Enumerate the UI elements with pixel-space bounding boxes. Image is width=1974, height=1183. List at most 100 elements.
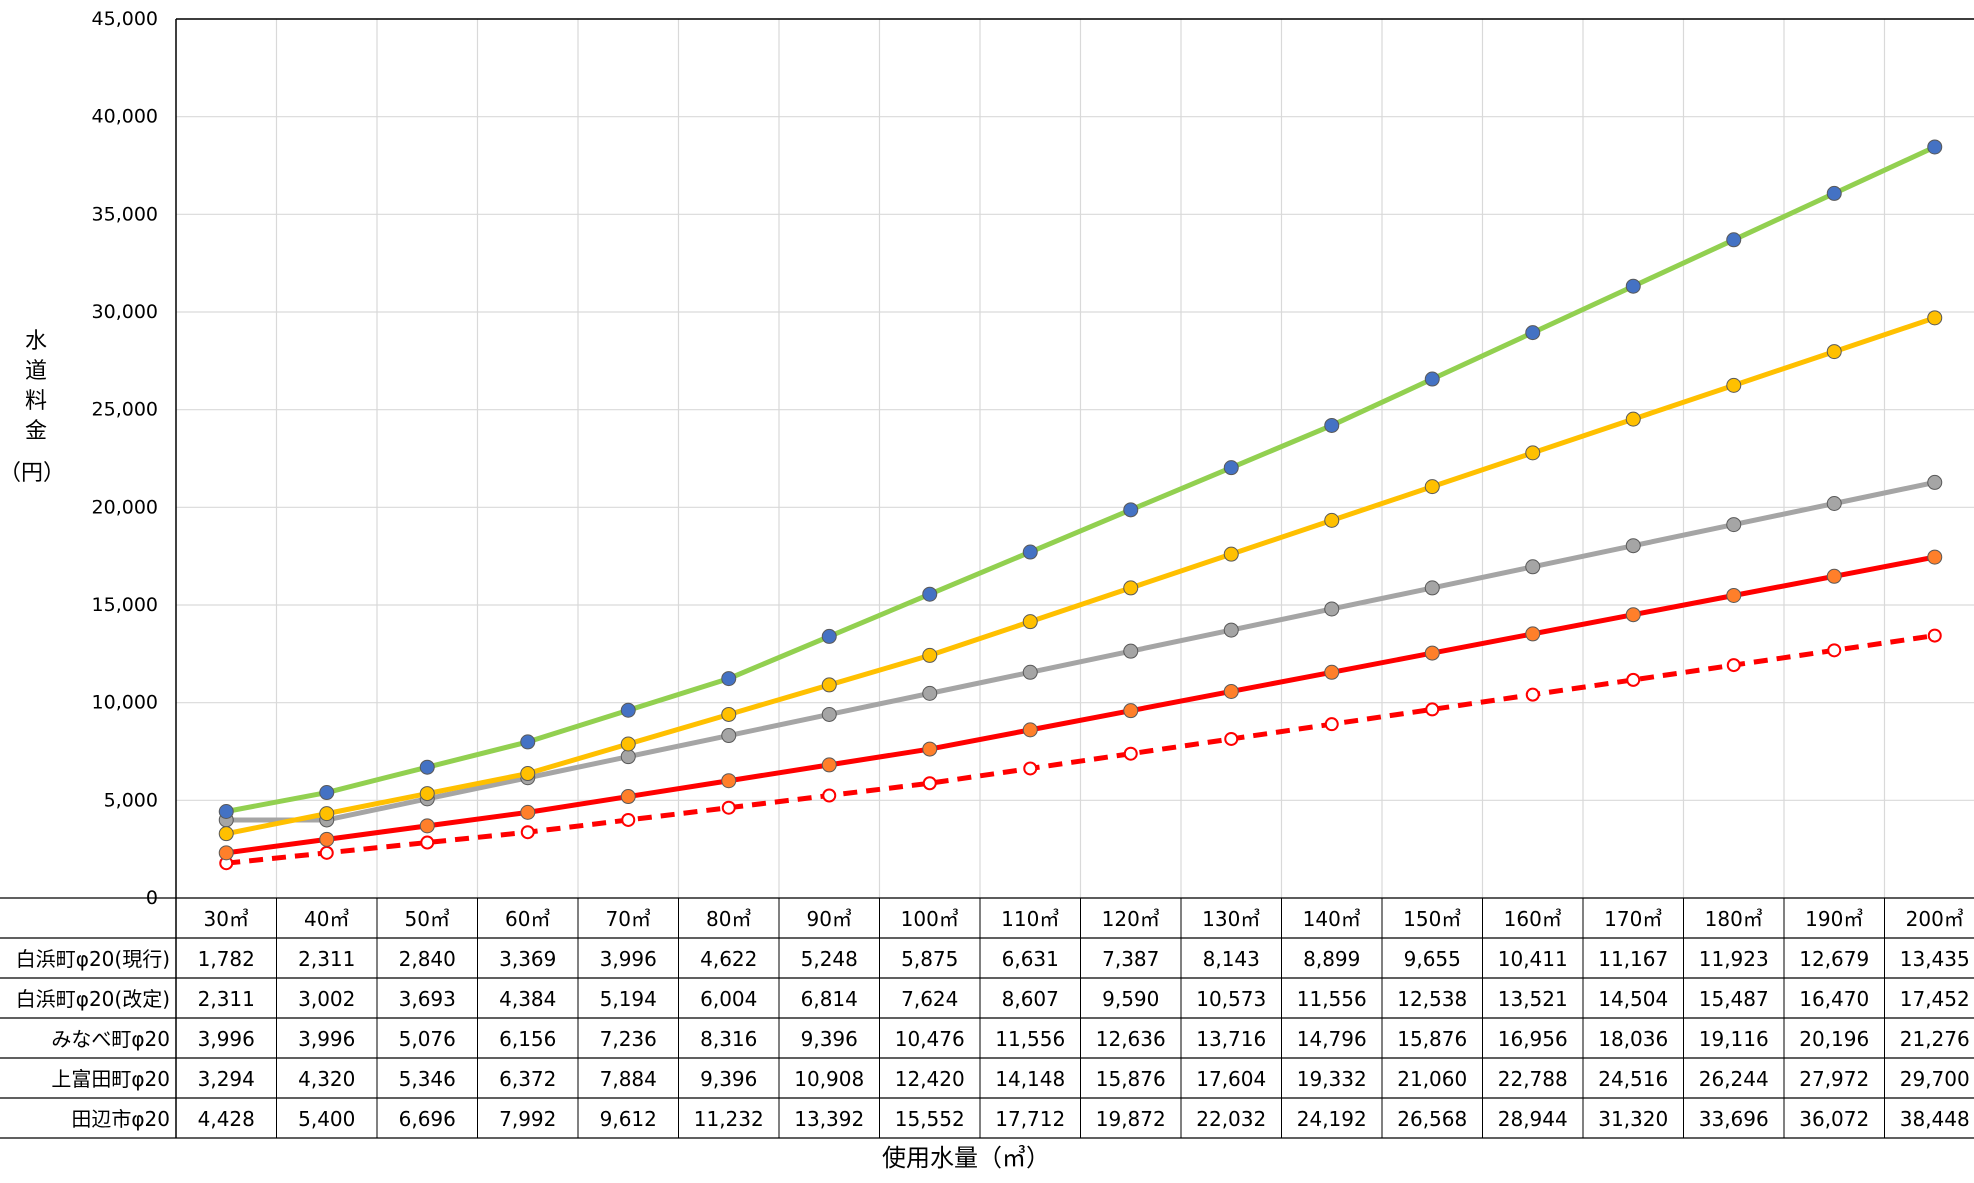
data-value: 20,196 [1799,1027,1869,1051]
data-value: 5,400 [298,1107,355,1131]
data-value: 3,369 [499,947,556,971]
series-point [420,835,435,850]
y-axis-title: 水道料金（円） [0,329,65,486]
series-point [620,789,636,805]
series-point [1224,731,1239,746]
data-value: 16,470 [1799,987,1869,1011]
series-point [922,586,938,602]
series-line-4 [223,144,1938,815]
data-value: 4,428 [198,1107,255,1131]
series-point [1123,580,1139,596]
data-value: 18,036 [1598,1027,1668,1051]
data-value: 36,072 [1799,1107,1869,1131]
series-point [1324,601,1340,617]
series-point [319,845,334,860]
series-point [1826,496,1842,512]
y-tick-label: 40,000 [92,106,158,128]
data-value: 13,435 [1900,947,1970,971]
series-line-3 [223,315,1938,837]
data-value: 13,716 [1196,1027,1266,1051]
data-value: 13,392 [794,1107,864,1131]
data-value: 19,332 [1297,1067,1367,1091]
data-value: 12,538 [1397,987,1467,1011]
data-value: 3,002 [298,987,355,1011]
data-value: 15,552 [895,1107,965,1131]
data-value: 3,996 [298,1027,355,1051]
data-value: 12,420 [895,1067,965,1091]
data-value: 5,875 [901,947,958,971]
data-value: 10,908 [794,1067,864,1091]
series-point [620,749,636,765]
series-point [1625,278,1641,294]
data-value: 15,876 [1397,1027,1467,1051]
data-value: 28,944 [1498,1107,1568,1131]
series-point [1626,672,1641,687]
y-tick-label: 10,000 [92,692,158,714]
series-name: 上富田町φ20 [51,1067,170,1091]
series-point [1525,626,1541,642]
series-point [721,671,737,687]
data-value: 29,700 [1900,1067,1970,1091]
category-label: 40㎥ [304,907,349,931]
y-tick-label: 30,000 [92,301,158,323]
category-label: 100㎥ [901,907,959,931]
data-value: 15,876 [1096,1067,1166,1091]
series-point [1022,722,1038,738]
data-value: 21,276 [1900,1027,1970,1051]
series-point [1123,502,1139,518]
data-value: 9,396 [700,1067,757,1091]
data-value: 15,487 [1699,987,1769,1011]
data-value: 26,244 [1699,1067,1769,1091]
data-value: 6,156 [499,1027,556,1051]
series-point [1324,512,1340,528]
data-value: 11,923 [1699,947,1769,971]
series-point [1023,761,1038,776]
series-point [1625,607,1641,623]
data-value: 11,232 [694,1107,764,1131]
series-point [821,628,837,644]
data-value: 12,636 [1096,1027,1166,1051]
series-point [620,702,636,718]
series-point [1826,568,1842,584]
series-point [1223,622,1239,638]
series-point [1123,703,1139,719]
category-label: 140㎥ [1303,907,1361,931]
series-point [1425,702,1440,717]
series-point [1525,687,1540,702]
data-value: 6,004 [700,987,757,1011]
data-value: 8,899 [1303,947,1360,971]
series-point [520,766,536,782]
series-point [621,812,636,827]
data-value: 19,116 [1699,1027,1769,1051]
series-point [1123,643,1139,659]
series-point [1927,474,1943,490]
data-value: 22,788 [1498,1067,1568,1091]
series-point [1223,546,1239,562]
data-value: 14,504 [1598,987,1668,1011]
data-value: 14,796 [1297,1027,1367,1051]
x-axis-title: 使用水量（㎥） [882,1144,1050,1172]
data-value: 6,814 [801,987,858,1011]
y-tick-label: 45,000 [92,8,158,30]
data-value: 7,387 [1102,947,1159,971]
series-point [419,759,435,775]
data-table: 30㎥ 40㎥ 50㎥ 60㎥ 70㎥ 80㎥ 90㎥ 100㎥ 110㎥ 120㎥ 130㎥ 140… [0,897,1974,1139]
series-point [218,804,234,820]
series-point [1223,460,1239,476]
series-point [721,728,737,744]
series-line-0 [225,633,1936,866]
series-point [520,825,535,840]
data-value: 9,396 [801,1027,858,1051]
data-value: 7,624 [901,987,958,1011]
y-tick-label: 20,000 [92,496,158,518]
series-point [1927,628,1942,643]
series-point [922,776,937,791]
y-tick-label: 5,000 [104,789,158,811]
category-label: 160㎥ [1504,907,1562,931]
series-point [218,826,234,842]
category-label: 130㎥ [1202,907,1260,931]
series-point [1324,417,1340,433]
series-point [822,788,837,803]
data-value: 12,679 [1799,947,1869,971]
